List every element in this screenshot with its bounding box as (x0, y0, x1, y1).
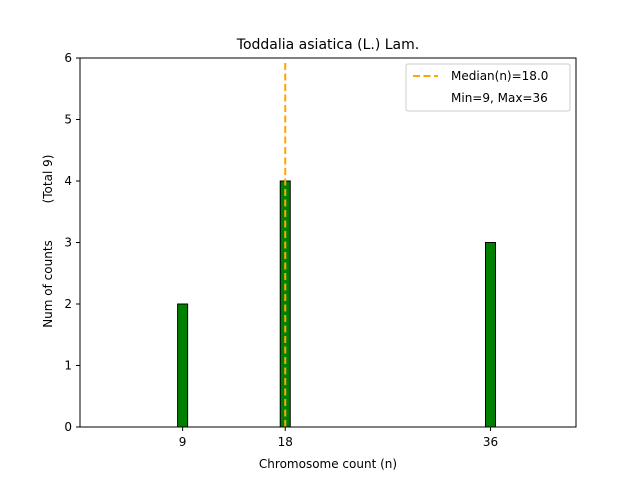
y-axis-ticks: 0 1 2 3 4 5 6 (64, 51, 80, 434)
legend-box (405, 63, 571, 112)
x-axis-ticks: 9 18 36 (179, 427, 498, 449)
y-tick-label: 4 (64, 174, 72, 188)
y-tick-label: 2 (64, 297, 72, 311)
x-tick-label: 18 (278, 435, 293, 449)
y-tick-label: 5 (64, 113, 72, 127)
y-axis-label: Num of counts (41, 240, 55, 328)
y-tick-label: 0 (64, 420, 72, 434)
plot-frame (79, 57, 577, 428)
bar-9 (177, 303, 189, 428)
y-tick-label: 1 (64, 359, 72, 373)
legend-median-label: Median(n)=18.0 (451, 69, 548, 83)
legend: Median(n)=18.0 Min=9, Max=36 (405, 63, 571, 112)
chart-title: Toddalia asiatica (L.) Lam. (236, 37, 419, 53)
y-tick-label: 6 (64, 51, 72, 65)
bar-36 (484, 242, 496, 428)
x-tick-label: 36 (483, 435, 498, 449)
y-tick-label: 3 (64, 236, 72, 250)
x-axis-label: Chromosome count (n) (259, 457, 397, 471)
x-tick-label: 9 (179, 435, 187, 449)
bars (177, 180, 531, 428)
legend-minmax-label: Min=9, Max=36 (451, 91, 548, 105)
y-axis-total-label: (Total 9) (41, 155, 55, 204)
